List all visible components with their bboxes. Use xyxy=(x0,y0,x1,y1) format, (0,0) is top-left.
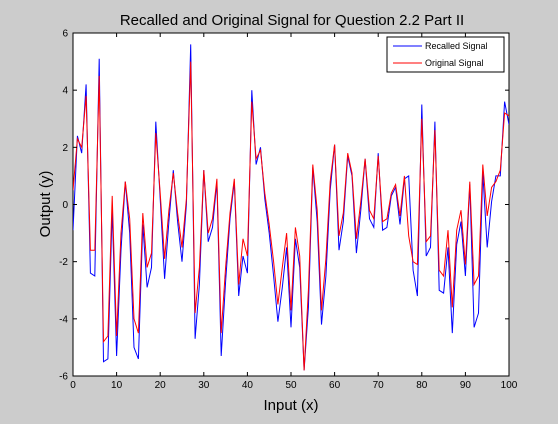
y-tick-label: -4 xyxy=(59,314,68,325)
legend-label-recalled: Recalled Signal xyxy=(425,41,488,51)
x-tick-label: 80 xyxy=(416,380,428,391)
y-axis-label: Output (y) xyxy=(37,171,54,238)
y-tick-label: -2 xyxy=(59,257,68,268)
x-tick-label: 100 xyxy=(501,380,518,391)
x-tick-label: 30 xyxy=(198,380,210,391)
legend: Recalled Signal Original Signal xyxy=(387,37,504,72)
y-tick-label: -6 xyxy=(59,372,68,383)
x-tick-label: 60 xyxy=(329,380,341,391)
x-tick-label: 10 xyxy=(111,380,123,391)
x-tick-label: 40 xyxy=(242,380,254,391)
x-tick-label: 0 xyxy=(70,380,76,391)
x-tick-label: 50 xyxy=(285,380,297,391)
y-tick-label: 6 xyxy=(62,29,68,40)
legend-label-original: Original Signal xyxy=(425,58,484,68)
y-tick-label: 0 xyxy=(62,200,68,211)
chart-title: Recalled and Original Signal for Questio… xyxy=(120,12,464,29)
y-tick-label: 2 xyxy=(62,143,68,154)
x-tick-label: 70 xyxy=(373,380,385,391)
x-tick-label: 90 xyxy=(460,380,472,391)
y-tick-label: 4 xyxy=(62,86,68,97)
x-axis-label: Input (x) xyxy=(263,397,318,414)
x-tick-label: 20 xyxy=(155,380,167,391)
